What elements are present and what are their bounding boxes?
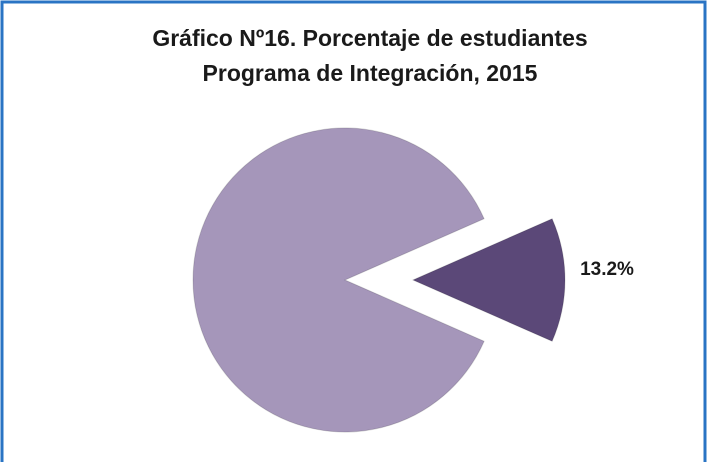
chart-subtitle: Programa de Integración, 2015 (203, 60, 538, 86)
pie-slice (411, 218, 566, 342)
pie-slice (192, 127, 485, 433)
data-label: 13.2% (580, 259, 634, 280)
chart-title: Gráfico Nº16. Porcentaje de estudiantes (152, 25, 587, 51)
